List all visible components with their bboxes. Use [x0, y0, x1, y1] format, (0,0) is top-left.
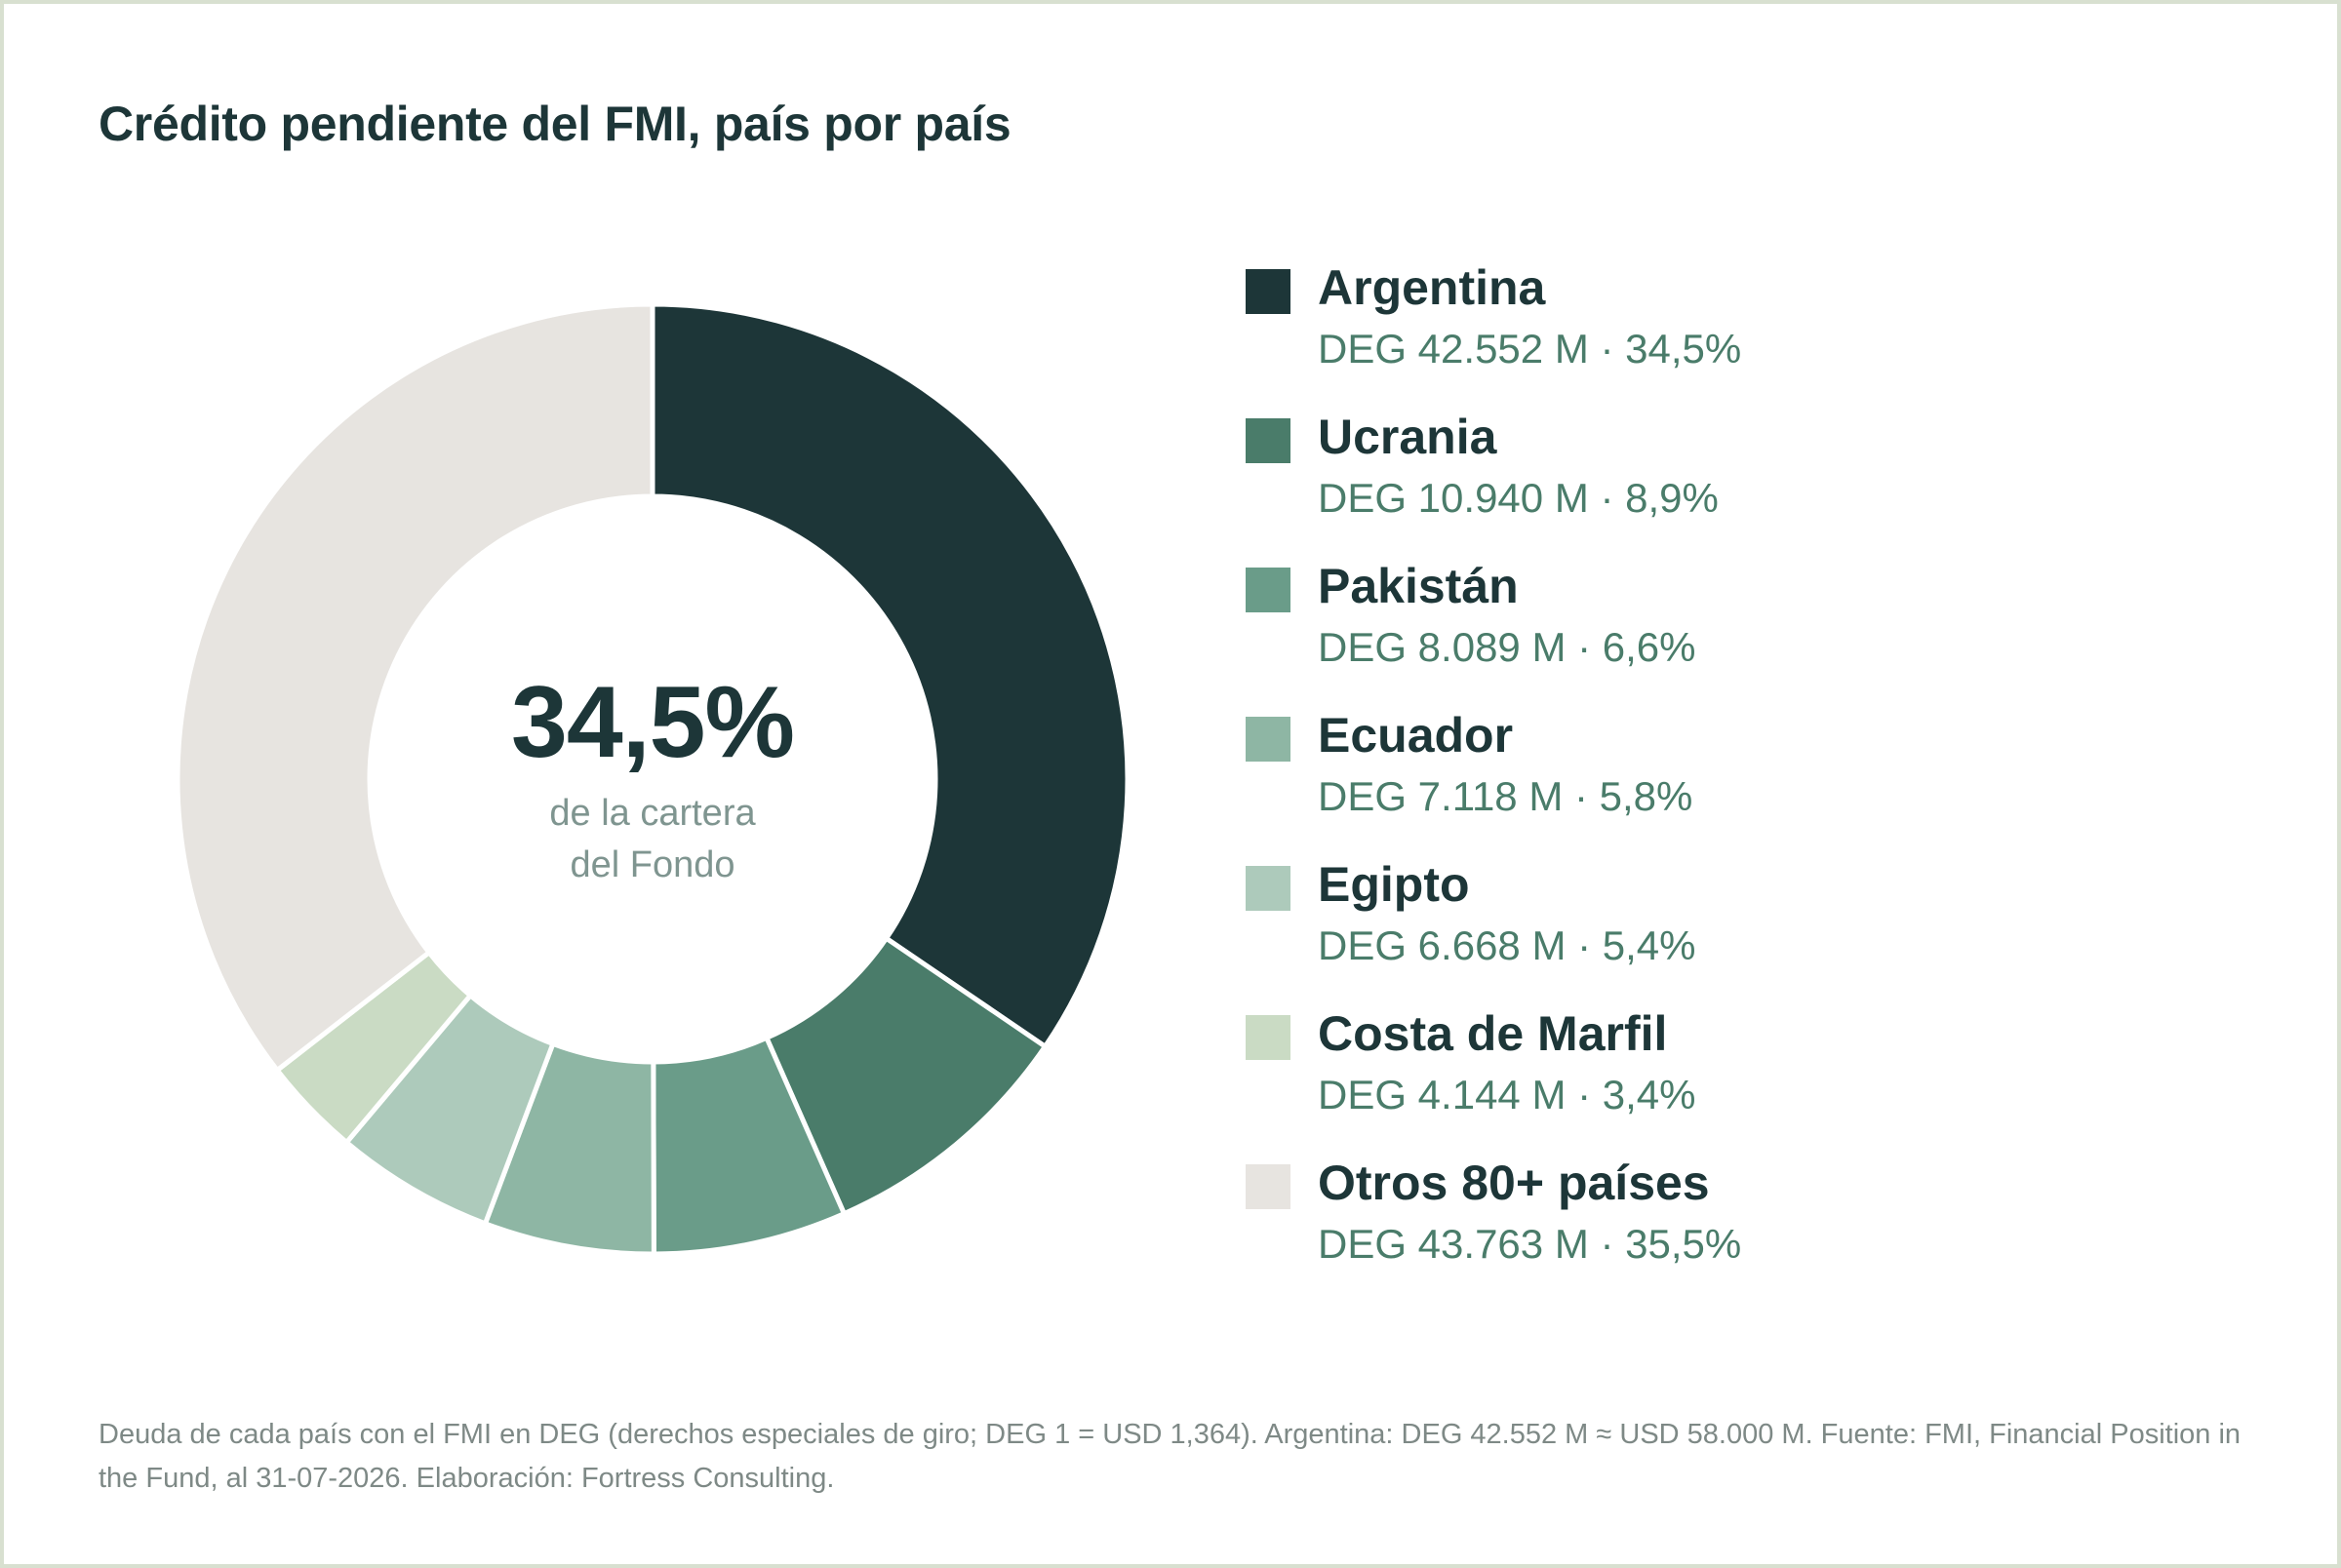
legend-name: Costa de Marfil [1318, 1006, 1668, 1061]
legend-swatch [1246, 269, 1290, 314]
legend-name: Ecuador [1318, 708, 1514, 763]
legend-detail: DEG 10.940 M · 8,9% [1318, 475, 1719, 521]
legend-detail: DEG 8.089 M · 6,6% [1318, 624, 1696, 670]
donut-center: 34,5% de la cartera del Fondo [365, 667, 940, 890]
donut-chart [175, 301, 1131, 1257]
legend-detail: DEG 43.763 M · 35,5% [1318, 1221, 1742, 1267]
legend-name: Ucrania [1318, 410, 1497, 464]
legend-name: Argentina [1318, 260, 1546, 315]
legend-swatch [1246, 866, 1290, 911]
legend-name: Pakistán [1318, 559, 1519, 613]
donut-slice-argentina [650, 301, 1131, 1049]
chart-title: Crédito pendiente del FMI, país por país [99, 97, 1012, 151]
center-label-line-2: del Fondo [570, 843, 735, 885]
legend-name: Egipto [1318, 857, 1470, 912]
donut-slice-otros-80-paises [175, 301, 655, 1073]
legend-detail: DEG 4.144 M · 3,4% [1318, 1072, 1696, 1117]
legend-swatch [1246, 717, 1290, 762]
center-percentage: 34,5% [511, 666, 795, 779]
legend-detail: DEG 42.552 M · 34,5% [1318, 326, 1742, 372]
legend-swatch [1246, 1164, 1290, 1209]
center-label: de la cartera del Fondo [365, 788, 940, 890]
legend-detail: DEG 6.668 M · 5,4% [1318, 922, 1696, 968]
legend-swatch [1246, 418, 1290, 463]
legend-detail: DEG 7.118 M · 5,8% [1318, 773, 1693, 819]
center-label-line-1: de la cartera [549, 793, 756, 835]
legend-swatch [1246, 1015, 1290, 1060]
source-footnote: Deuda de cada país con el FMI en DEG (de… [99, 1419, 2242, 1494]
legend-name: Otros 80+ países [1318, 1156, 1710, 1210]
legend-swatch [1246, 568, 1290, 612]
